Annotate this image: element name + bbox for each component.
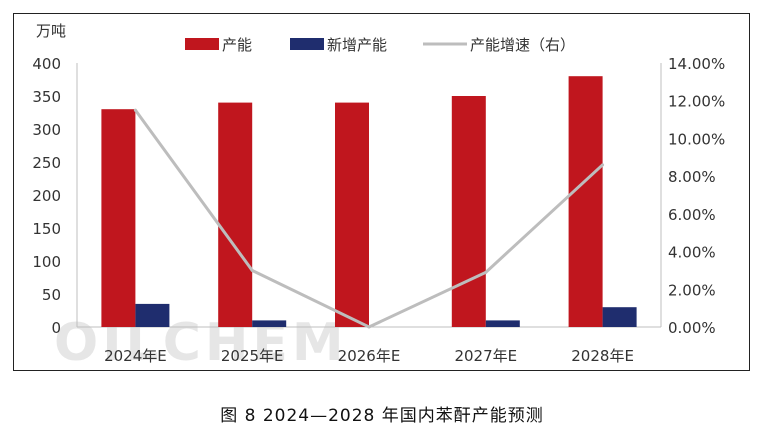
legend-label: 新增产能 — [327, 36, 387, 54]
y-left-tick-label: 350 — [32, 88, 61, 106]
watermark-text: OILCHEM — [54, 313, 348, 370]
capacity-bar — [451, 96, 486, 327]
growth-rate-point — [367, 325, 371, 329]
y-left-tick-label: 250 — [32, 154, 61, 172]
y-left-unit-label: 万吨 — [36, 22, 66, 40]
x-tick-label: 2024年E — [104, 347, 167, 365]
capacity-bar — [335, 102, 369, 327]
y-left-tick-label: 150 — [32, 220, 61, 238]
capacity-bar — [568, 76, 603, 327]
axes: 0 50 100 150 200 250 300 350 400 万吨 0.00% 2.00% 4.00… — [32, 22, 725, 365]
y-left-tick-label: 200 — [32, 187, 61, 205]
y-right-tick-label: 14.00% — [668, 55, 725, 73]
growth-rate-point — [250, 268, 254, 272]
legend-swatch — [185, 38, 219, 50]
y-right-tick-label: 2.00% — [668, 281, 716, 299]
y-left-tick-label: 100 — [32, 253, 61, 271]
y-right-tick-label: 4.00% — [668, 244, 716, 262]
legend-label: 产能 — [222, 36, 252, 54]
y-right-tick-label: 0.00% — [668, 319, 716, 337]
y-right-tick-label: 10.00% — [668, 130, 725, 148]
new-capacity-bar — [252, 320, 287, 327]
y-left-tick-label: 50 — [42, 286, 61, 304]
growth-line — [133, 108, 605, 329]
capacity-bar — [101, 109, 136, 327]
legend-swatch — [290, 38, 324, 50]
chart-svg: OILCHEM 0 50 100 150 200 250 300 350 400 万吨 0.00% 2… — [32, 22, 725, 370]
x-tick-label: 2027年E — [454, 347, 517, 365]
y-right-tick-label: 12.00% — [668, 93, 725, 111]
new-capacity-bar — [485, 320, 520, 327]
growth-rate-point — [484, 270, 488, 274]
y-left-tick-label: 300 — [32, 121, 61, 139]
watermark: OILCHEM — [54, 313, 348, 370]
capacity-bar — [218, 102, 253, 327]
x-tick-label: 2028年E — [571, 347, 634, 365]
chart-frame: OILCHEM 0 50 100 150 200 250 300 350 400 万吨 0.00% 2… — [13, 13, 750, 371]
bars — [101, 76, 637, 327]
x-tick-label: 2025年E — [221, 347, 284, 365]
legend: 产能 新增产能 产能增速（右） — [185, 36, 575, 54]
y-left-tick-label: 400 — [32, 55, 61, 73]
figure-caption: 图 8 2024—2028 年国内苯酐产能预测 — [220, 406, 544, 426]
y-left-tick-label: 0 — [51, 319, 61, 337]
new-capacity-bar — [602, 307, 637, 327]
y-right-tick-label: 6.00% — [668, 206, 716, 224]
new-capacity-bar — [135, 303, 170, 327]
growth-rate-point — [133, 108, 137, 112]
legend-label: 产能增速（右） — [470, 36, 575, 54]
x-tick-label: 2026年E — [338, 347, 401, 365]
growth-rate-point — [601, 163, 605, 167]
y-right-tick-label: 8.00% — [668, 168, 716, 186]
